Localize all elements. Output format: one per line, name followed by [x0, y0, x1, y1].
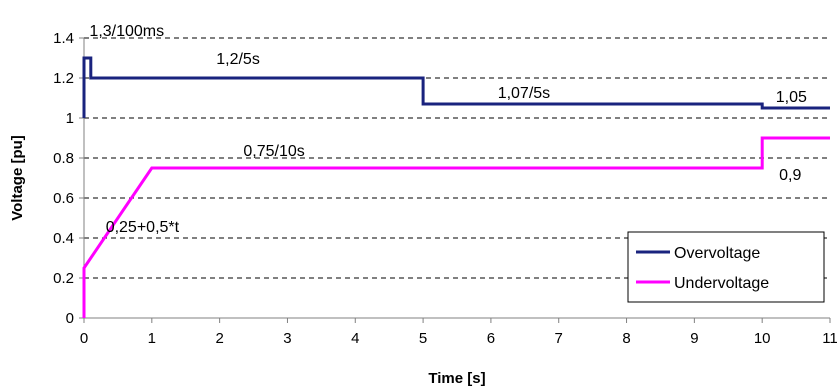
annotation-label: 1,2/5s: [216, 51, 260, 68]
y-tick-label: 0: [66, 310, 74, 327]
x-tick-label: 3: [283, 330, 291, 347]
x-tick-label: 0: [80, 330, 88, 347]
y-tick-labels: 0 0.2 0.4 0.6 0.8 1 1.2 1.4: [53, 30, 84, 327]
series-line-overvoltage: [82, 56, 830, 118]
x-tick-label: 9: [690, 330, 698, 347]
y-tick-label: 0.2: [53, 270, 74, 287]
annotation-label: 0,75/10s: [243, 143, 304, 160]
x-axis-title: Time [s]: [428, 370, 485, 387]
y-tick-label: 1.2: [53, 70, 74, 87]
annotation-label: 1,05: [776, 89, 807, 106]
x-tick-label: 1: [148, 330, 156, 347]
y-tick-label: 1.4: [53, 30, 74, 47]
x-tick-label: 4: [351, 330, 359, 347]
annotation-label: 0,9: [779, 167, 801, 184]
annotations: 1,3/100ms 1,2/5s 1,07/5s 1,05 0,75/10s 0,9 0,2…: [89, 23, 807, 236]
y-tick-label: 0.4: [53, 230, 74, 247]
legend-label-overvoltage: Overvoltage: [674, 245, 760, 262]
legend: Overvoltage Undervoltage: [627, 231, 825, 303]
legend-box: [627, 231, 825, 303]
annotation-label: 1,3/100ms: [89, 23, 164, 40]
series-line-undervoltage: [82, 136, 830, 318]
legend-label-undervoltage: Undervoltage: [674, 275, 769, 292]
x-tick-label: 5: [419, 330, 427, 347]
annotation-label: 0,25+0,5*t: [106, 219, 180, 236]
x-tick-label: 6: [487, 330, 495, 347]
y-tick-label: 0.8: [53, 150, 74, 167]
x-tick-label: 11: [822, 330, 838, 347]
y-tick-label: 0.6: [53, 190, 74, 207]
x-tick-label: 7: [555, 330, 563, 347]
x-tick-labels: 0 1 2 3 4 5 6 7 8 9 10 11: [80, 318, 838, 347]
y-axis-title: Voltage [pu]: [9, 135, 26, 221]
y-tick-label: 1: [66, 110, 74, 127]
x-tick-label: 8: [622, 330, 630, 347]
x-tick-label: 2: [215, 330, 223, 347]
series-lines: [82, 56, 830, 318]
x-tick-label: 10: [754, 330, 771, 347]
annotation-label: 1,07/5s: [498, 85, 550, 102]
